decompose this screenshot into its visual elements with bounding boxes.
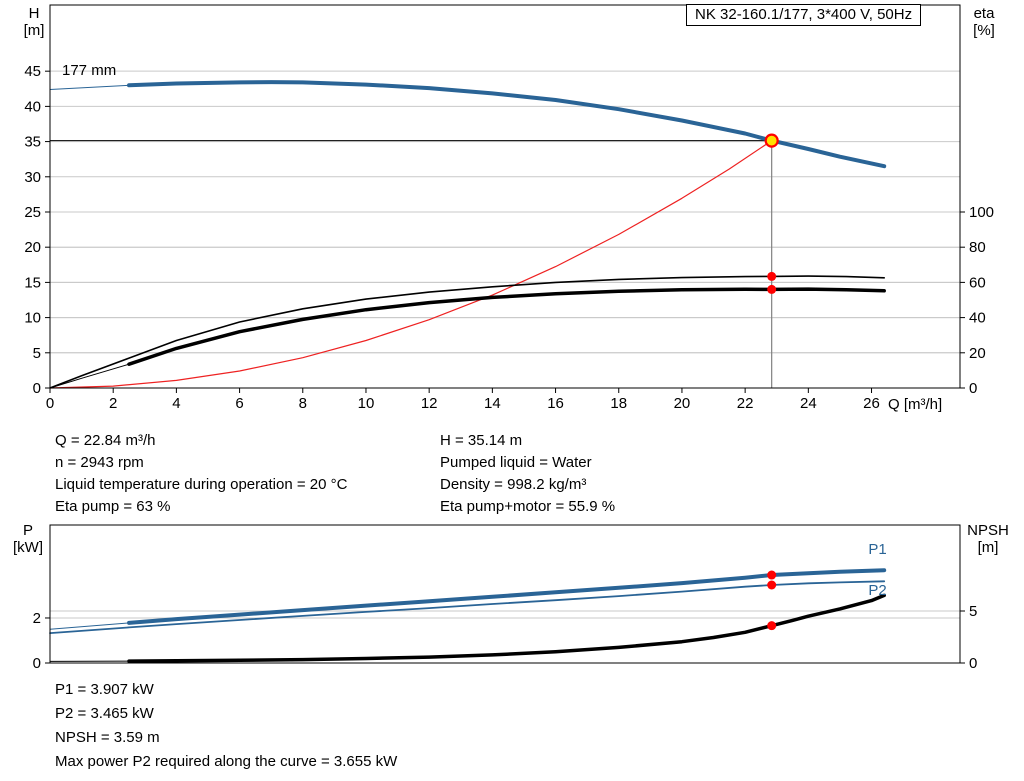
- y-axis-label-npsh: NPSH [m]: [960, 522, 1016, 556]
- info-density: Density = 998.2 kg/m³: [440, 476, 587, 493]
- tick-label: 20: [674, 395, 691, 412]
- tick-label: 2: [109, 395, 117, 412]
- result-max-power: Max power P2 required along the curve = …: [55, 753, 398, 770]
- eta-pump-curve: [49, 275, 886, 389]
- tick-label: 22: [737, 395, 754, 412]
- duty-point-dot: [767, 271, 777, 281]
- tick-label: 5: [33, 345, 41, 362]
- tick-label: 26: [863, 395, 880, 412]
- npsh-curve: [127, 593, 886, 663]
- y-axis-label-npsh-line2: [m]: [977, 539, 999, 556]
- tick-label: 18: [610, 395, 627, 412]
- tick-label: 24: [800, 395, 817, 412]
- tick-label: 0: [969, 655, 977, 670]
- p2-curve: [49, 580, 886, 634]
- tick-label: 0: [33, 655, 41, 670]
- result-p2: P2 = 3.465 kW: [55, 705, 154, 722]
- plot-frame: [49, 4, 961, 389]
- system-curve: [49, 140, 773, 389]
- info-eta-pump-motor: Eta pump+motor = 55.9 %: [440, 498, 616, 515]
- duty-point-dot: [767, 621, 777, 631]
- duty-point-dot: [767, 570, 777, 580]
- y-axis-label-power: P [kW]: [6, 522, 50, 556]
- tick-label: 2: [33, 610, 41, 627]
- p1-curve: [127, 568, 887, 625]
- y-axis-label-head-line1: H: [28, 5, 40, 22]
- plot-frame: [49, 524, 961, 664]
- eta-pump-motor-curve: [127, 287, 886, 366]
- tick-label: 20: [969, 345, 986, 362]
- tick-label: 8: [299, 395, 307, 412]
- head-curve: [127, 80, 887, 169]
- result-p1: P1 = 3.907 kW: [55, 681, 154, 698]
- info-flow: Q = 22.84 m³/h: [55, 432, 156, 449]
- info-liquid-temperature: Liquid temperature during operation = 20…: [55, 476, 348, 493]
- impeller-diameter-label: 177 mm: [62, 62, 117, 79]
- y-axis-label-head-line2: [m]: [23, 22, 45, 39]
- y-axis-label-power-line1: P: [22, 522, 33, 539]
- tick-label: 10: [358, 395, 375, 412]
- y-axis-label-eta: eta [%]: [963, 5, 1005, 39]
- series-label-p1: P1: [868, 541, 886, 558]
- tick-label: 12: [421, 395, 438, 412]
- operating-data-right: H = 35.14 m Pumped liquid = Water Densit…: [440, 430, 615, 518]
- tick-label: 0: [46, 395, 54, 412]
- duty-point-dot: [767, 284, 777, 294]
- tick-label: 100: [969, 204, 994, 221]
- duty-point-dot: [767, 580, 777, 590]
- tick-label: 80: [969, 239, 986, 256]
- operating-point-marker: [764, 133, 779, 148]
- info-speed: n = 2943 rpm: [55, 454, 144, 471]
- power-npsh-chart: 0 2 0 5 P1 P2: [33, 524, 977, 670]
- tick-label: 0: [33, 380, 41, 397]
- operating-data-left: Q = 22.84 m³/h n = 2943 rpm Liquid tempe…: [55, 430, 347, 518]
- tick-label: 20: [24, 239, 41, 256]
- tick-label: 10: [24, 310, 41, 327]
- tick-label: 60: [969, 274, 986, 291]
- info-pumped-liquid: Pumped liquid = Water: [440, 454, 592, 471]
- tick-label: 25: [24, 204, 41, 221]
- tick-label: 4: [172, 395, 180, 412]
- series-label-p2: P2: [868, 582, 886, 599]
- tick-label: 30: [24, 169, 41, 186]
- result-npsh: NPSH = 3.59 m: [55, 729, 160, 746]
- info-head: H = 35.14 m: [440, 432, 523, 449]
- tick-label: 45: [24, 63, 41, 80]
- p1-curve: [49, 622, 130, 630]
- tick-label: 15: [24, 274, 41, 291]
- tick-label: 5: [969, 603, 977, 620]
- tick-label: 14: [484, 395, 501, 412]
- y-axis-label-head: H [m]: [14, 5, 54, 39]
- tick-label: 40: [969, 310, 986, 327]
- info-eta-pump: Eta pump = 63 %: [55, 498, 171, 515]
- pump-type-title-box: NK 32-160.1/177, 3*400 V, 50Hz: [686, 4, 922, 26]
- y-axis-label-eta-line2: [%]: [973, 22, 995, 39]
- eta-pump-motor-curve: [49, 363, 130, 389]
- result-summary: P1 = 3.907 kW P2 = 3.465 kW NPSH = 3.59 …: [55, 678, 397, 774]
- tick-label: 16: [547, 395, 564, 412]
- tick-label: 40: [24, 98, 41, 115]
- tick-label: 0: [969, 380, 977, 397]
- y-axis-label-eta-line1: eta: [973, 5, 995, 22]
- tick-label: 35: [24, 134, 41, 151]
- y-axis-label-npsh-line1: NPSH: [967, 522, 1009, 539]
- head-curve: [49, 84, 130, 90]
- tick-label: 6: [235, 395, 243, 412]
- x-axis-label-flow: Q [m³/h]: [888, 396, 943, 413]
- y-axis-label-power-line2: [kW]: [13, 539, 43, 556]
